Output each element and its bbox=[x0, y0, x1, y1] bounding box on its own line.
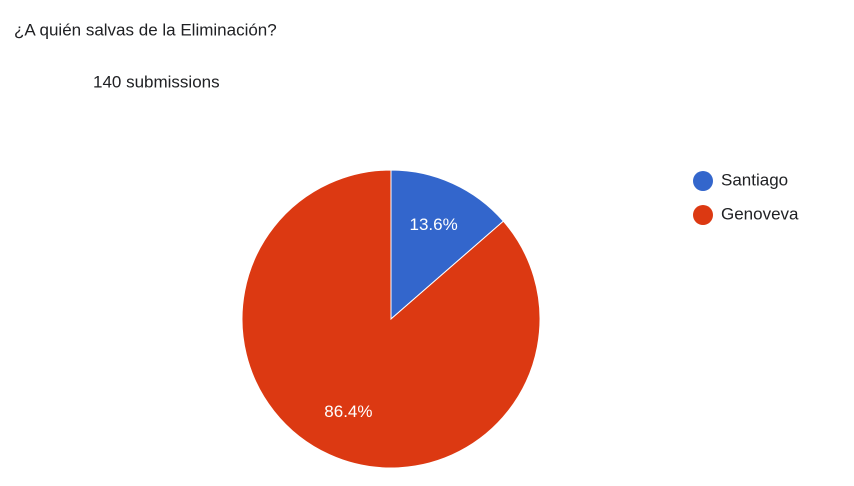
legend-swatch bbox=[693, 205, 713, 225]
pie-slice bbox=[390, 169, 505, 321]
data-label: 13.6% bbox=[410, 215, 458, 234]
pie-slice bbox=[241, 169, 541, 469]
chart-title: ¿A quién salvas de la Eliminación? bbox=[14, 20, 277, 39]
legend-label: Santiago bbox=[721, 170, 788, 189]
legend-label: Genoveva bbox=[721, 204, 799, 223]
chart-subtitle: 140 submissions bbox=[93, 72, 220, 91]
legend-swatch bbox=[693, 171, 713, 191]
data-label: 86.4% bbox=[324, 402, 372, 421]
